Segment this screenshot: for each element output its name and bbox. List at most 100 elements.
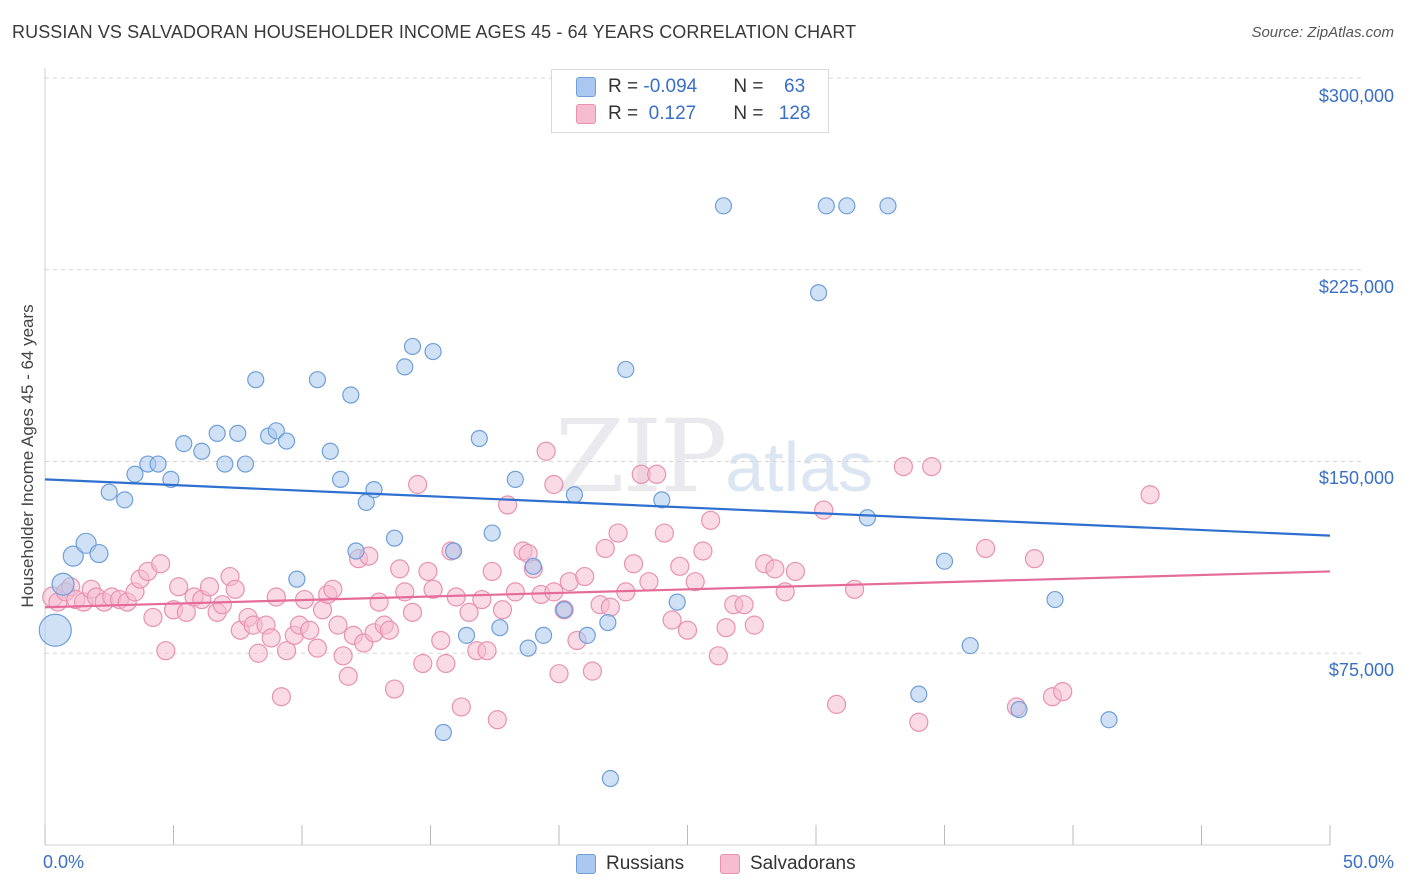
legend-n-label: N =: [733, 103, 769, 124]
salvadoran-point: [482, 561, 502, 582]
legend-r-label: R =: [608, 76, 644, 97]
salvadoran-point: [156, 641, 176, 661]
russian-point: [89, 543, 109, 564]
salvadorans-swatch: [576, 104, 596, 124]
salvadoran-point: [459, 602, 479, 622]
salvadoran-point: [307, 638, 328, 658]
russian-point: [193, 442, 211, 460]
salvadoran-point: [826, 694, 847, 714]
salvadoran-point: [423, 579, 443, 599]
russian-point: [396, 358, 414, 376]
salvadoran-point: [225, 579, 245, 599]
salvadoran-point: [413, 653, 433, 674]
russian-point: [601, 769, 620, 788]
salvadoran-point: [544, 474, 564, 495]
bottom-legend-salvadorans: Salvadorans: [720, 853, 856, 875]
salvadoran-point: [976, 538, 996, 559]
russian-point: [506, 470, 524, 488]
russian-point: [208, 424, 226, 442]
salvadoran-point: [734, 595, 754, 615]
salvadoran-point: [582, 661, 603, 681]
russian-point: [470, 429, 488, 448]
legend-r-value: 0.127: [643, 103, 697, 124]
y-tick-label: $300,000: [1318, 86, 1394, 106]
russian-point: [434, 723, 452, 742]
russian-point: [445, 542, 463, 560]
x-tick-label: 50.0%: [1342, 852, 1394, 872]
russians-swatch: [576, 854, 596, 874]
bottom-legend-label: Salvadorans: [750, 853, 856, 874]
russian-point: [126, 465, 144, 483]
russian-point: [534, 626, 553, 644]
legend-n-label: N =: [733, 76, 769, 97]
russian-point: [100, 483, 118, 501]
x-tick-label: 0.0%: [43, 852, 85, 872]
salvadoran-point: [716, 618, 736, 638]
salvadoran-point: [379, 620, 399, 640]
salvadoran-point: [844, 579, 865, 599]
salvadoran-point: [169, 577, 189, 597]
russian-point: [617, 360, 635, 379]
russian-point: [668, 593, 686, 611]
russian-point: [653, 491, 671, 509]
salvadoran-point: [701, 510, 721, 530]
legend-n-value: 63: [778, 76, 806, 97]
source-label: Source: ZipAtlas.com: [1251, 24, 1394, 41]
russian-point: [714, 197, 733, 215]
salvadoran-point: [477, 641, 497, 661]
legend-n-value: 128: [778, 103, 811, 124]
salvadoran-point: [266, 587, 286, 607]
russian-point: [321, 442, 339, 460]
russian-point: [385, 529, 404, 547]
salvadoran-point: [765, 559, 785, 579]
russian-point: [457, 626, 476, 644]
russian-point: [229, 424, 247, 442]
salvadoran-point: [333, 646, 353, 666]
salvadoran-point: [248, 643, 268, 663]
salvadoran-point: [143, 607, 163, 628]
salvadoran-point: [623, 554, 644, 574]
salvadoran-point: [402, 602, 423, 622]
russian-point: [38, 613, 72, 647]
russian-point: [555, 601, 573, 619]
bottom-legend-label: Russians: [606, 853, 685, 874]
salvadoran-point: [276, 641, 297, 661]
salvadoran-point: [1024, 549, 1045, 569]
salvadoran-point: [909, 712, 929, 732]
russian-point: [879, 197, 897, 215]
y-tick-label: $150,000: [1318, 468, 1394, 488]
legend-r-value: -0.094: [643, 76, 698, 97]
watermark-atlas: atlas: [725, 428, 874, 506]
russian-point: [347, 542, 365, 560]
russian-point: [1100, 711, 1118, 729]
russian-point: [1046, 590, 1064, 609]
russian-point: [331, 470, 350, 488]
salvadoran-point: [390, 559, 410, 579]
salvadoran-point: [451, 697, 471, 717]
salvadoran-point: [685, 572, 705, 592]
salvadoran-point: [369, 592, 389, 612]
salvadoran-point: [472, 589, 492, 610]
salvadoran-point: [1140, 485, 1160, 505]
salvadoran-point: [654, 523, 674, 543]
russian-point: [403, 337, 422, 356]
salvadoran-point: [212, 595, 232, 615]
legend-r-label: R =: [608, 103, 644, 124]
salvadoran-point: [693, 541, 713, 561]
russian-point: [342, 386, 360, 404]
salvadoran-point: [639, 572, 659, 592]
salvadoran-point: [408, 474, 428, 495]
russian-point: [162, 470, 180, 488]
salvadoran-point: [814, 500, 834, 520]
salvadoran-point: [662, 610, 682, 630]
salvadoran-point: [505, 582, 525, 602]
russian-point: [483, 524, 501, 542]
russian-point: [175, 435, 193, 453]
salvadoran-point: [785, 561, 806, 582]
salvadoran-point: [384, 679, 405, 699]
salvadoran-point: [595, 538, 615, 559]
salvadoran-point: [431, 630, 451, 651]
russian-point: [491, 619, 509, 637]
russian-point: [1010, 700, 1028, 719]
